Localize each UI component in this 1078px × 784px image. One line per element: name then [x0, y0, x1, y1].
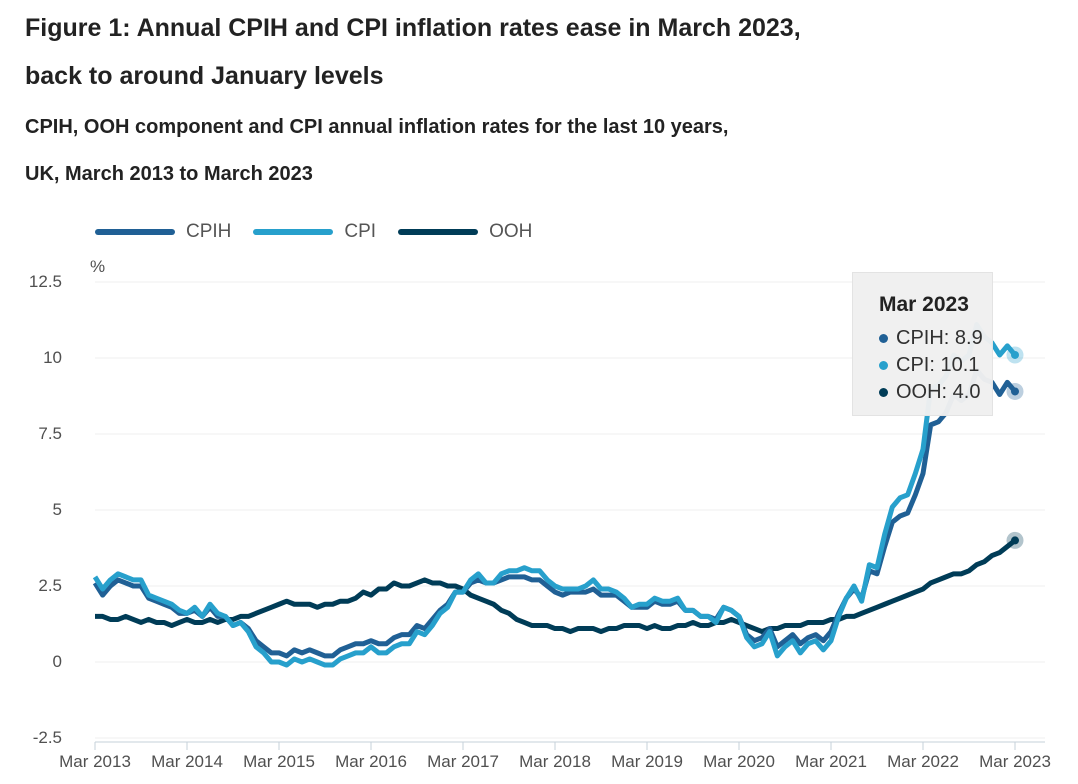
endpoint-dot-cpih: [1011, 387, 1019, 396]
series-line-cpi[interactable]: [92, 322, 1017, 668]
y-tick-label: 12.5: [28, 272, 62, 291]
figure-subtitle-line1: CPIH, OOH component and CPI annual infla…: [25, 116, 729, 138]
y-axis-unit-label: %: [90, 257, 106, 276]
y-tick-label: 0: [52, 652, 62, 671]
legend-swatch-cpih: [95, 229, 175, 235]
legend-label: OOH: [489, 221, 533, 242]
figure-title-line1: Figure 1: Annual CPIH and CPI inflation …: [25, 14, 801, 42]
legend-swatch-cpi: [253, 229, 334, 235]
legend-label: CPI: [344, 221, 377, 242]
legend-swatch-ooh: [398, 229, 479, 235]
tooltip-value: OOH: 4.0: [896, 381, 981, 403]
x-tick-label: Mar 2016: [335, 752, 407, 771]
legend-item-cpi[interactable]: CPI: [253, 221, 376, 243]
x-tick-label: Mar 2020: [703, 752, 775, 771]
legend-item-cpih[interactable]: CPIH: [95, 221, 231, 243]
tooltip-bullet-icon: [879, 361, 888, 370]
chart-legend: CPIH CPI OOH: [95, 221, 554, 243]
chart-tooltip: Mar 2023 CPIH: 8.9 CPI: 10.1 OOH: 4.0: [852, 272, 993, 416]
tooltip-bullet-icon: [879, 388, 888, 397]
x-tick-label: Mar 2014: [151, 752, 223, 771]
tooltip-value: CPIH: 8.9: [896, 327, 983, 349]
figure-subtitle: CPIH, OOH component and CPI annual infla…: [25, 104, 1005, 198]
x-tick-label: Mar 2022: [887, 752, 959, 771]
endpoint-dot-ooh: [1011, 536, 1019, 545]
endpoint-dot-cpi: [1011, 350, 1019, 359]
y-tick-label: 7.5: [38, 424, 62, 443]
y-tick-label: 10: [43, 348, 62, 367]
figure-title: Figure 1: Annual CPIH and CPI inflation …: [25, 4, 1005, 100]
legend-label: CPIH: [186, 221, 232, 242]
series-line-ooh[interactable]: [95, 538, 1017, 635]
legend-item-ooh[interactable]: OOH: [398, 221, 532, 243]
tooltip-row: CPIH: 8.9: [879, 325, 992, 352]
x-tick-label: Mar 2021: [795, 752, 867, 771]
tooltip-date: Mar 2023: [879, 293, 969, 316]
figure-title-line2: back to around January levels: [25, 62, 384, 90]
y-tick-label: 2.5: [38, 576, 62, 595]
x-tick-label: Mar 2015: [243, 752, 315, 771]
tooltip-row: OOH: 4.0: [879, 379, 992, 406]
x-tick-label: Mar 2013: [59, 752, 131, 771]
tooltip-row: CPI: 10.1: [879, 352, 992, 379]
y-tick-label: 5: [52, 500, 62, 519]
y-tick-label: -2.5: [32, 728, 62, 747]
tooltip-bullet-icon: [879, 334, 888, 343]
x-tick-label: Mar 2017: [427, 752, 499, 771]
tooltip-value: CPI: 10.1: [896, 354, 980, 376]
x-tick-label: Mar 2018: [519, 752, 591, 771]
x-tick-label: Mar 2023: [979, 752, 1051, 771]
x-tick-label: Mar 2019: [611, 752, 683, 771]
figure-subtitle-line2: UK, March 2013 to March 2023: [25, 163, 313, 185]
